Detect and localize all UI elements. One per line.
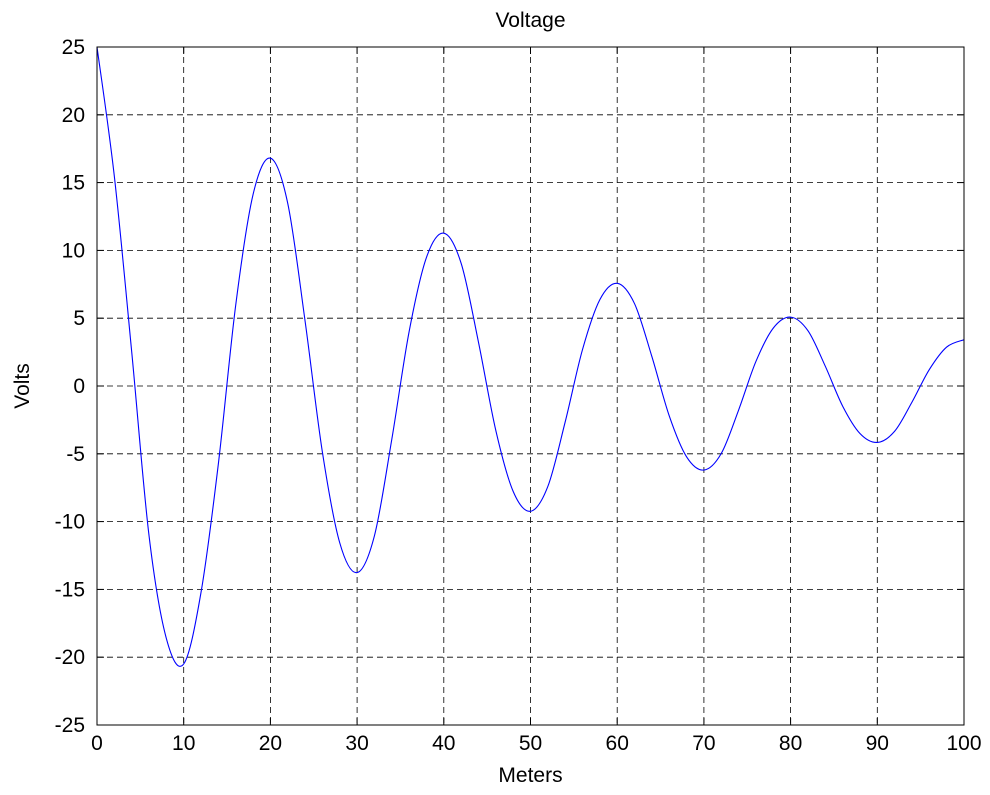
x-tick-label: 70 [692,732,715,755]
y-tick-label: 0 [73,375,85,398]
x-tick-label: 0 [91,732,103,755]
y-tick-label: -20 [55,646,85,669]
y-tick-label: 20 [62,104,85,127]
y-tick-label: -10 [55,511,85,534]
x-tick-label: 30 [345,732,368,755]
grid-lines [97,47,964,725]
x-tick-label: 90 [866,732,889,755]
y-tick-label: 10 [62,239,85,262]
y-tick-label: 15 [62,172,85,195]
x-tick-label: 50 [519,732,542,755]
x-tick-label: 60 [606,732,629,755]
x-tick-label: 40 [432,732,455,755]
y-axis-label: Volts [11,363,34,409]
y-tick-label: 5 [73,307,85,330]
x-tick-label: 80 [779,732,802,755]
y-tick-label: -15 [55,578,85,601]
x-axis-label: Meters [498,764,562,787]
x-tick-label: 20 [259,732,282,755]
chart-title: Voltage [495,9,565,32]
axis-ticks: 0 10 20 30 40 50 60 70 80 90 1002520151050-5-10-15… [55,36,982,755]
x-tick-label: 10 [172,732,195,755]
y-tick-label: -25 [55,714,85,737]
y-tick-label: 25 [62,36,85,59]
x-tick-label: 100 [946,732,981,755]
voltage-series-line [96,46,965,667]
y-tick-label: -5 [66,443,85,466]
